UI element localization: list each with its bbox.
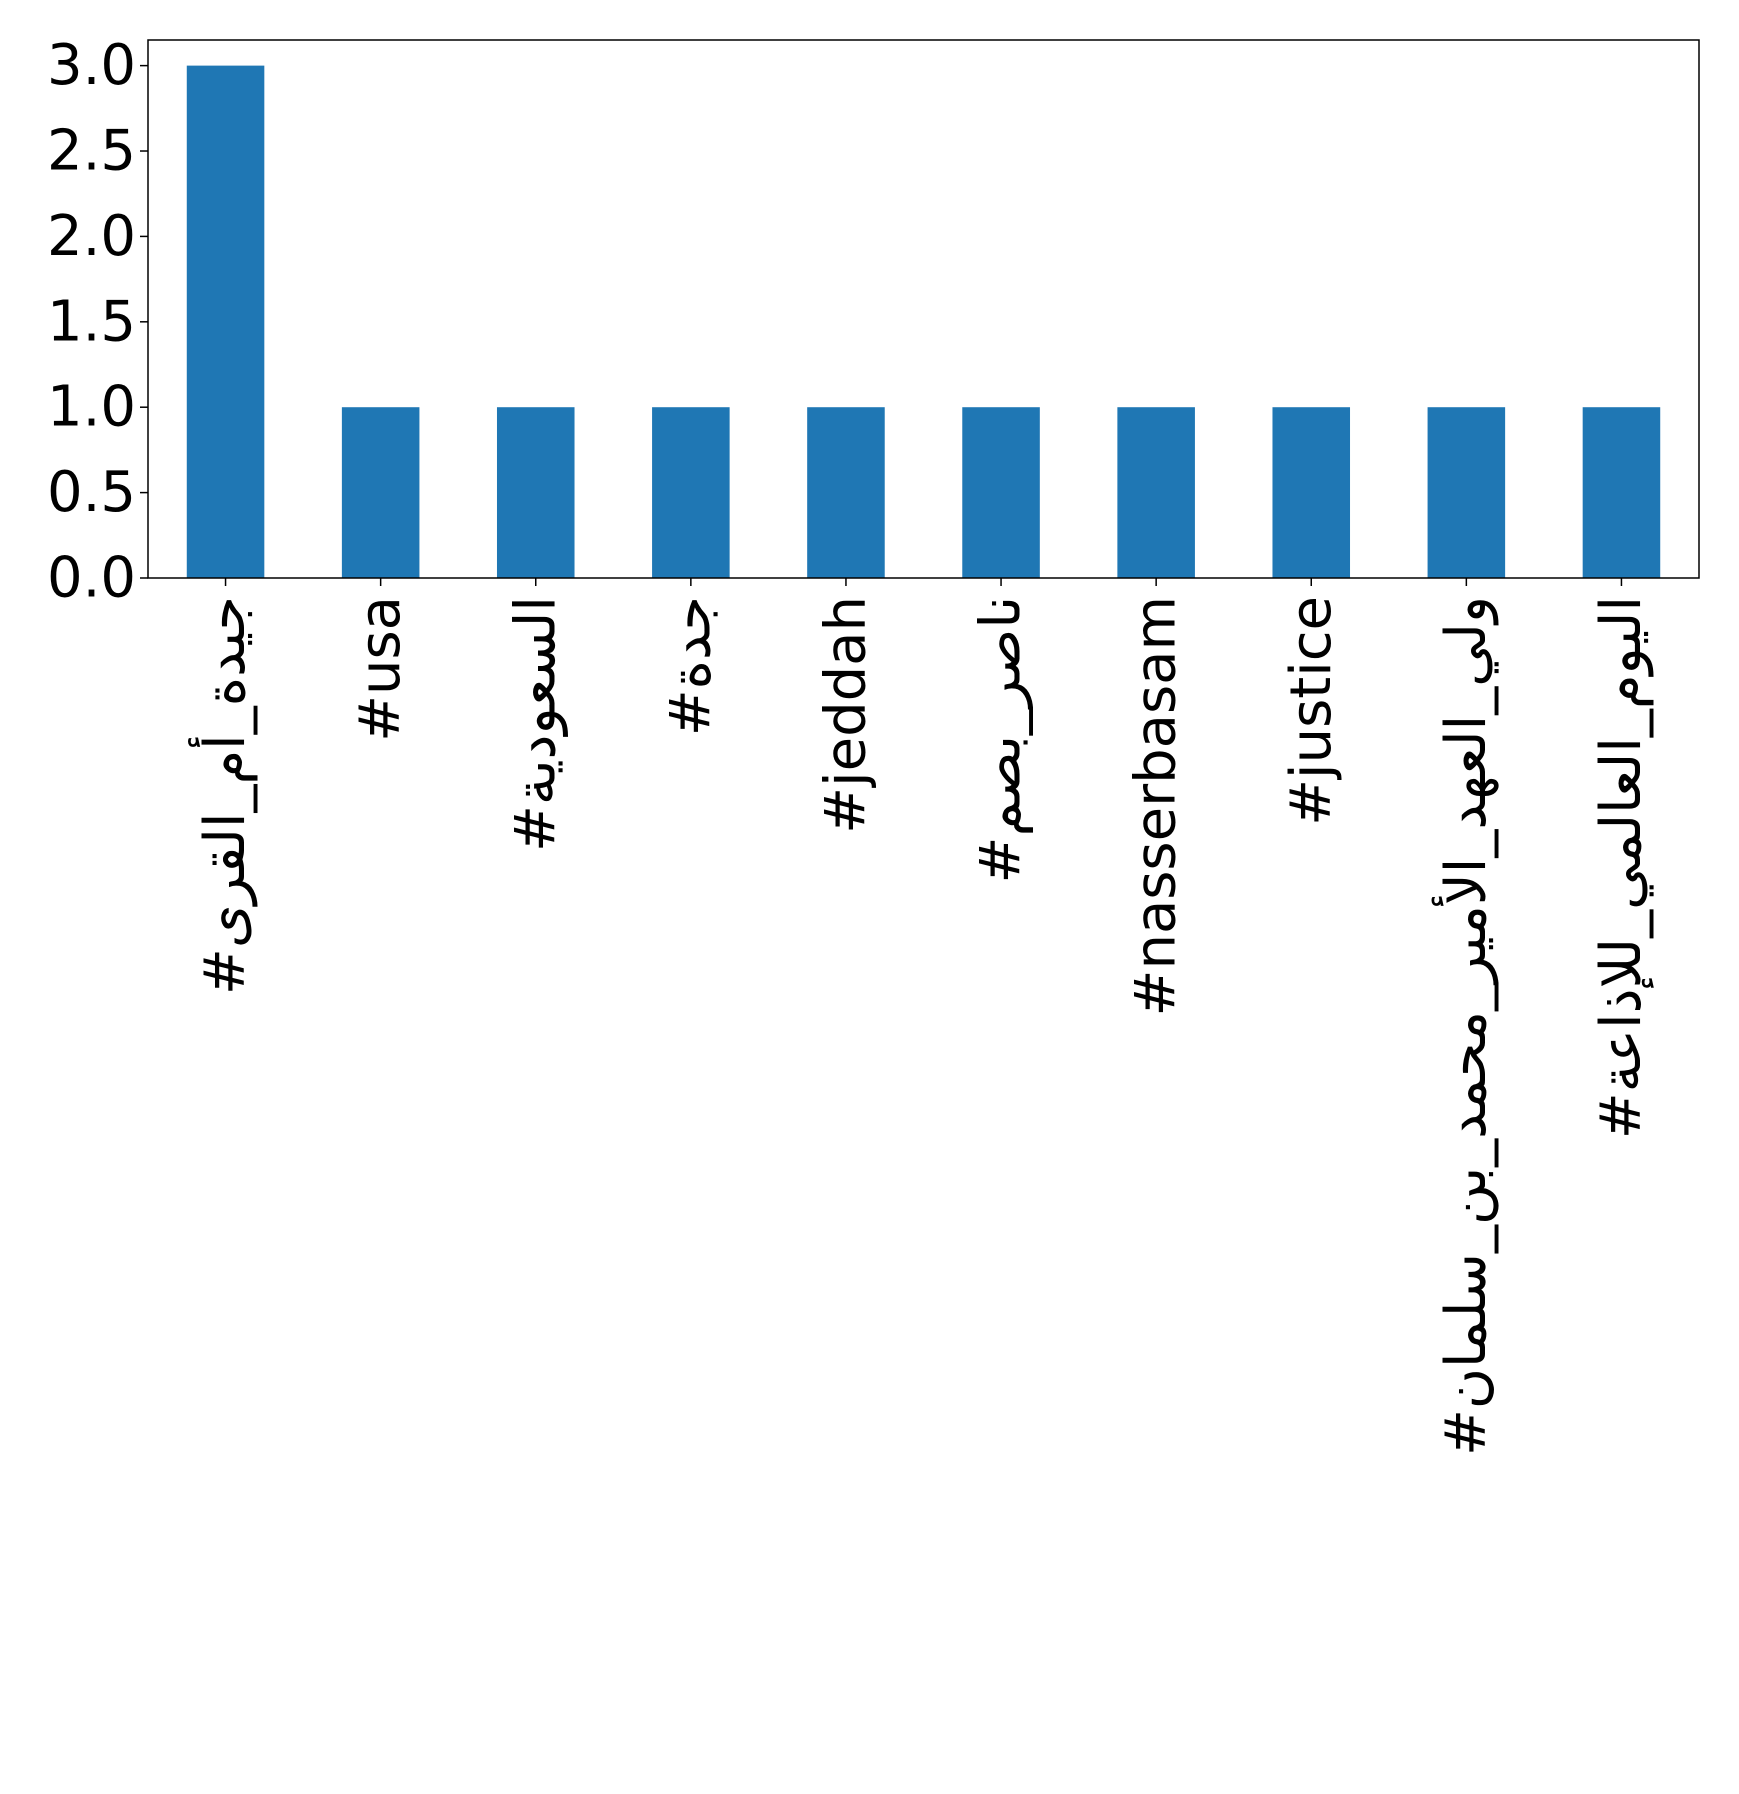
x-tick-label: #ولي_العهد_الأمير_محمد_بن_سلمان <box>1431 596 1499 1456</box>
y-tick-label: 3.0 <box>47 33 136 98</box>
x-tick-label: #ناصر_بصم <box>969 596 1034 883</box>
y-tick-label: 2.0 <box>47 204 136 269</box>
x-tick-label: #اليوم_العالمي_للإذاعة <box>1589 596 1654 1139</box>
y-tick-label: 1.0 <box>47 375 136 440</box>
y-tick-label: 0.0 <box>47 546 136 611</box>
bar-5 <box>807 407 885 578</box>
x-tick-label: #السعودية <box>503 596 568 852</box>
x-tick-label: #usa <box>348 596 413 742</box>
x-tick-label: #nasserbasam <box>1124 596 1189 1016</box>
bar-9 <box>1427 407 1506 578</box>
bar-2 <box>341 407 420 578</box>
y-tick-label: 0.5 <box>47 460 136 525</box>
x-tick-label: #justice <box>1279 596 1344 826</box>
bar-1 <box>186 65 265 579</box>
bar-7 <box>1117 407 1195 578</box>
plot-area-frame <box>147 39 1700 579</box>
x-axis: #جيدة_أم_القرى #usa #السعودية #جدة #jeddah #ن… <box>188 578 1654 1456</box>
x-tick-label: #jeddah <box>813 596 878 834</box>
y-axis: 0.0 0.5 1.0 1.5 2.0 2.5 3.0 <box>47 33 148 611</box>
bar-3 <box>496 407 575 578</box>
bar-6 <box>962 407 1040 578</box>
bar-8 <box>1272 407 1351 578</box>
y-tick-label: 1.5 <box>47 289 136 354</box>
x-tick-label: #جيدة_أم_القرى <box>188 596 258 995</box>
x-tick-label: #جدة <box>658 596 723 736</box>
bars-group <box>186 65 1661 579</box>
y-tick-label: 2.5 <box>47 119 136 184</box>
bar-10 <box>1582 407 1661 578</box>
bar-4 <box>652 407 730 578</box>
